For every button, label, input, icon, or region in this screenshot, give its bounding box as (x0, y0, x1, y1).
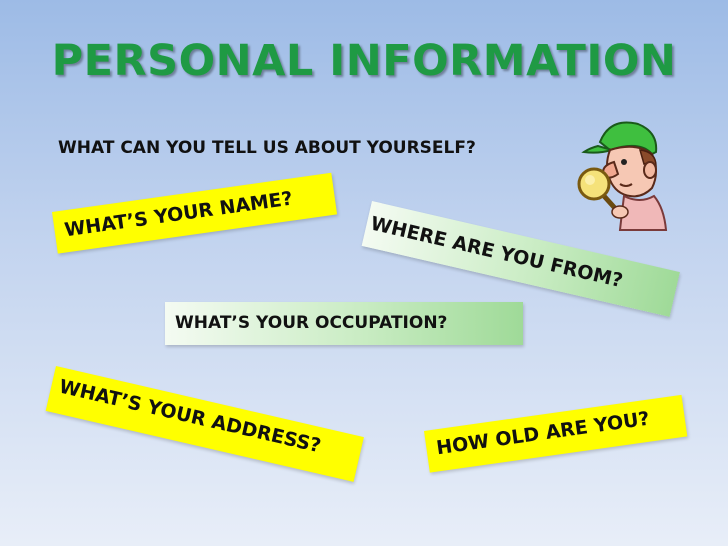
question-occupation-label: WHAT’S YOUR OCCUPATION? (165, 302, 523, 345)
slide-title: PERSONAL INFORMATION (51, 36, 677, 86)
slide-subtitle: WHAT CAN YOU TELL US ABOUT YOURSELF? (58, 138, 476, 158)
question-name-label: WHAT’S YOUR NAME? (52, 172, 338, 254)
question-address-label: WHAT’S YOUR ADDRESS? (45, 366, 364, 482)
detective-magnifier-icon (577, 121, 668, 231)
question-age-label: HOW OLD ARE YOU? (424, 394, 688, 473)
